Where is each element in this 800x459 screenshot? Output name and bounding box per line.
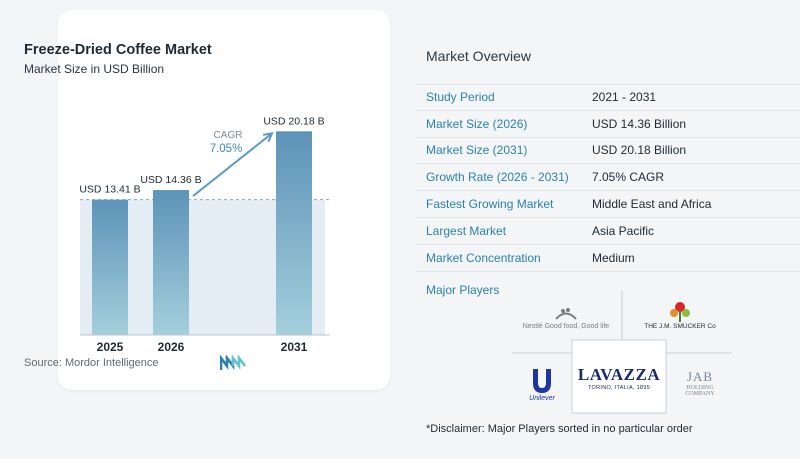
bar-value-label: USD 14.36 B (140, 174, 201, 186)
overview-row-label: Growth Rate (2026 - 2031) (426, 170, 569, 185)
mordor-logo (220, 355, 246, 370)
smucker-icon (670, 301, 690, 322)
chart-subtitle: Market Size in USD Billion (24, 62, 165, 76)
bar-value-label: USD 20.18 B (263, 115, 324, 127)
source-text: Source: Mordor Intelligence (24, 357, 159, 369)
overview-row: Study Period 2021 - 2031 (416, 84, 800, 111)
bar (276, 131, 312, 335)
cagr-value: 7.05% (210, 143, 243, 155)
overview-row-value: Medium (592, 250, 635, 265)
overview-table: Study Period 2021 - 2031 Market Size (2026… (416, 84, 800, 272)
overview-row-label: Fastest Growing Market (426, 197, 554, 212)
major-players-logos: Nestlé Good food, Good life THE J.M. SMU… (512, 290, 732, 415)
overview-row-label: Study Period (426, 90, 495, 105)
overview-row-value: USD 20.18 Billion (592, 143, 687, 158)
x-tick-label: 2031 (281, 340, 308, 354)
overview-row-label: Market Concentration (426, 250, 541, 265)
jab-text: JAB (686, 369, 714, 384)
jab-subtext-1: HOLDING (686, 385, 714, 391)
cagr-label: CAGR (214, 130, 243, 141)
jab-logo: JAB HOLDING COMPANY (670, 356, 730, 410)
nestle-text: Nestlé Good food, Good life (522, 322, 610, 330)
overview-row: Growth Rate (2026 - 2031) 7.05% CAGR (416, 164, 800, 192)
overview-row: Market Size (2031) USD 20.18 Billion (416, 138, 800, 165)
smucker-text: THE J.M. SMUCKER Co (644, 322, 716, 330)
market-overview-panel: Market Overview Study Period 2021 - 2031 M… (414, 0, 800, 459)
overview-row: Market Concentration Medium (416, 245, 800, 272)
overview-title: Market Overview (426, 48, 532, 64)
cagr-arrow (192, 132, 273, 197)
overview-row-label: Market Size (2031) (426, 143, 528, 158)
lavazza-text: LAVAZZA (577, 365, 661, 384)
nestle-logo: Nestlé Good food, Good life (516, 296, 616, 336)
overview-row-value: Asia Pacific (592, 223, 655, 238)
overview-row-value: Middle East and Africa (592, 197, 712, 212)
overview-row: Fastest Growing Market Middle East and Af… (416, 191, 800, 218)
bar (153, 190, 189, 335)
unilever-text: Unilever (529, 394, 555, 402)
overview-row-value: 7.05% CAGR (592, 170, 665, 185)
lavazza-subtext: TORINO, ITALIA, 1895 (587, 385, 651, 391)
nest-icon (555, 307, 577, 320)
x-tick-label: 2025 (97, 340, 124, 354)
smucker-logo: THE J.M. SMUCKER Co (628, 292, 732, 338)
unilever-icon (533, 368, 551, 393)
jab-subtext-2: COMPANY (685, 391, 715, 397)
major-players-label: Major Players (426, 283, 500, 297)
overview-row: Largest Market Asia Pacific (416, 218, 800, 245)
chart-title: Freeze-Dried Coffee Market (24, 42, 212, 58)
x-tick-label: 2026 (158, 340, 185, 354)
overview-row: Market Size (2026) USD 14.36 Billion (416, 111, 800, 138)
disclaimer-text: *Disclaimer: Major Players sorted in no … (426, 423, 693, 435)
overview-row-label: Market Size (2026) (426, 116, 528, 131)
bar-value-label: USD 13.41 B (79, 184, 140, 196)
lavazza-logo: LAVAZZA TORINO, ITALIA, 1895 (572, 350, 666, 406)
unilever-logo: Unilever (514, 358, 570, 410)
overview-row-value: 2021 - 2031 (592, 90, 657, 105)
overview-row-label: Largest Market (426, 223, 507, 238)
players-grid (512, 290, 732, 414)
overview-row-value: USD 14.36 Billion (592, 116, 687, 131)
bar (92, 199, 128, 335)
cagr-arrow-head (262, 132, 274, 143)
bar-chart: USD 13.41 B 2025 USD 14.36 B 2026 USD 20.18 … (79, 115, 330, 354)
